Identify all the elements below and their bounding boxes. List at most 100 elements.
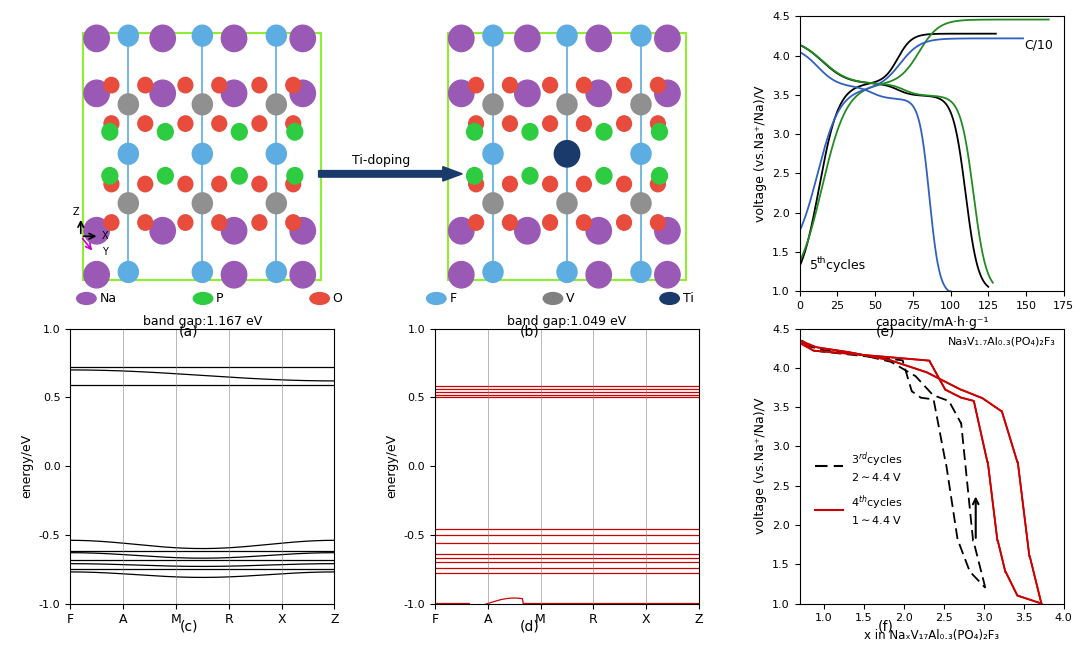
Circle shape [252,215,267,230]
Circle shape [84,262,109,288]
Circle shape [178,176,193,192]
Circle shape [119,25,138,46]
Circle shape [654,262,680,288]
Circle shape [522,123,538,140]
Text: O: O [333,292,342,305]
Circle shape [267,144,286,164]
Circle shape [102,123,118,140]
Circle shape [287,123,302,140]
Circle shape [483,25,503,46]
Circle shape [577,77,592,92]
Circle shape [212,77,227,92]
Text: Na₃V₁.₇Al₀.₃(PO₄)₂F₃: Na₃V₁.₇Al₀.₃(PO₄)₂F₃ [948,337,1056,347]
Circle shape [192,94,213,115]
Circle shape [448,262,474,288]
Circle shape [178,215,193,230]
Y-axis label: voltage (vs.Na⁺/Na)/V: voltage (vs.Na⁺/Na)/V [754,398,767,534]
Circle shape [104,116,119,131]
Circle shape [557,144,577,164]
Circle shape [515,80,540,106]
Circle shape [577,176,592,192]
Circle shape [596,123,612,140]
Circle shape [577,215,592,230]
Circle shape [586,218,611,244]
Text: C/10: C/10 [1024,39,1053,51]
Circle shape [138,215,152,230]
Circle shape [586,25,611,52]
Circle shape [212,215,227,230]
Circle shape [502,116,517,131]
Circle shape [138,176,152,192]
Circle shape [448,25,474,52]
Circle shape [231,123,247,140]
Circle shape [586,80,611,106]
Title: band gap:1.167 eV: band gap:1.167 eV [143,314,262,327]
Circle shape [654,25,680,52]
Circle shape [502,77,517,92]
Circle shape [483,193,503,214]
Circle shape [119,144,138,164]
Text: 5: 5 [810,259,819,272]
Circle shape [631,193,651,214]
Circle shape [138,77,152,92]
Circle shape [586,262,611,288]
Circle shape [483,262,503,283]
Circle shape [291,262,315,288]
Circle shape [502,215,517,230]
Circle shape [286,116,300,131]
Circle shape [286,77,300,92]
Text: Ti: Ti [683,292,693,305]
Text: V: V [566,292,575,305]
Circle shape [102,167,118,184]
Title: band gap:1.049 eV: band gap:1.049 eV [508,314,626,327]
Circle shape [267,262,286,283]
Circle shape [252,176,267,192]
Circle shape [158,167,173,184]
Text: Z: Z [72,207,80,217]
Circle shape [104,77,119,92]
Text: Ti-doping: Ti-doping [352,154,410,167]
Circle shape [150,80,175,106]
Circle shape [469,116,484,131]
Circle shape [267,25,286,46]
Circle shape [291,80,315,106]
Circle shape [231,167,247,184]
Circle shape [221,262,246,288]
Circle shape [104,215,119,230]
Circle shape [158,123,173,140]
Circle shape [617,215,632,230]
Circle shape [554,140,580,167]
Circle shape [617,176,632,192]
Circle shape [654,218,680,244]
Text: F: F [449,292,457,305]
Text: Na: Na [99,292,117,305]
Circle shape [221,218,246,244]
Circle shape [515,218,540,244]
Circle shape [650,116,665,131]
Legend: 3$^{rd}$cycles
2$\sim$4.4 V, 4$^{th}$cycles
1$\sim$4.4 V: 3$^{rd}$cycles 2$\sim$4.4 V, 4$^{th}$cyc… [810,445,907,531]
Circle shape [252,116,267,131]
Circle shape [631,25,651,46]
Text: (f): (f) [878,620,893,634]
Circle shape [542,215,557,230]
Circle shape [178,77,193,92]
Circle shape [557,94,577,115]
Circle shape [84,218,109,244]
Circle shape [267,94,286,115]
Circle shape [150,25,175,52]
Circle shape [119,193,138,214]
Circle shape [212,116,227,131]
Circle shape [651,167,667,184]
Circle shape [119,94,138,115]
Circle shape [448,80,474,106]
Circle shape [286,176,300,192]
Circle shape [119,262,138,283]
Y-axis label: voltage (vs.Na⁺/Na)/V: voltage (vs.Na⁺/Na)/V [754,86,767,222]
Circle shape [286,215,300,230]
Circle shape [221,25,246,52]
Circle shape [138,116,152,131]
Circle shape [467,123,483,140]
Circle shape [631,262,651,283]
Circle shape [221,80,246,106]
Circle shape [84,80,109,106]
